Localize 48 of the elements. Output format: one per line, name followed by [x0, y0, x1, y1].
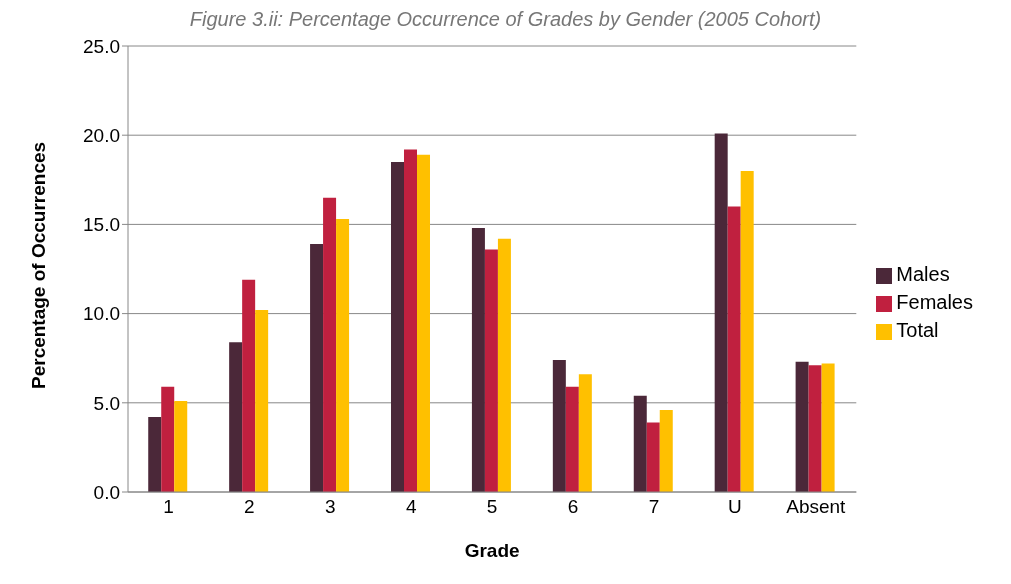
bar — [242, 279, 256, 492]
y-tick-label: 15.0 — [83, 214, 120, 236]
legend-label: Total — [896, 319, 939, 341]
bar — [336, 219, 350, 492]
x-axis-title: Grade — [464, 540, 520, 561]
bar — [552, 359, 566, 492]
legend-label: Females — [896, 291, 973, 313]
bar — [659, 409, 673, 492]
bar — [714, 133, 728, 492]
x-tick-label: 3 — [325, 496, 336, 518]
bar — [161, 386, 175, 492]
bar — [404, 149, 417, 492]
bar — [323, 197, 337, 492]
bar — [578, 374, 592, 492]
bar — [229, 342, 243, 492]
x-tick-label: U — [728, 496, 742, 518]
chart-title: Figure 3.ii: Percentage Occurrence of Grades by Gender (2005 Cohort) — [188, 8, 823, 32]
y-axis-title: Percentage of Occurrences — [27, 141, 49, 389]
bar — [646, 422, 660, 492]
x-tick-label: 4 — [405, 496, 417, 518]
bar — [148, 417, 162, 492]
x-tick-label: 2 — [244, 496, 255, 518]
y-tick-label: 0.0 — [93, 481, 120, 503]
x-tick-label: 1 — [163, 496, 174, 518]
bar — [795, 361, 809, 492]
bar — [310, 244, 324, 492]
bar — [808, 365, 822, 492]
y-tick-label: 5.0 — [93, 392, 120, 414]
bar — [174, 401, 188, 492]
bar — [417, 154, 430, 492]
y-tick-label: 25.0 — [83, 35, 120, 57]
x-tick-label: 5 — [486, 496, 498, 518]
x-tick-label: Absent — [786, 496, 847, 518]
y-tick-label: 20.0 — [83, 124, 120, 146]
bar — [497, 238, 511, 492]
bar — [565, 386, 579, 492]
y-tick-label: 10.0 — [83, 303, 120, 325]
bar — [255, 310, 269, 492]
bar — [484, 249, 498, 492]
x-tick-label: 7 — [648, 496, 660, 518]
bar — [740, 170, 754, 492]
bar — [471, 227, 485, 492]
legend-label: Males — [896, 263, 950, 285]
x-tick-label: 6 — [567, 496, 579, 518]
bar — [821, 363, 835, 492]
bar — [391, 161, 404, 492]
bar — [727, 206, 741, 492]
bar — [633, 395, 647, 492]
